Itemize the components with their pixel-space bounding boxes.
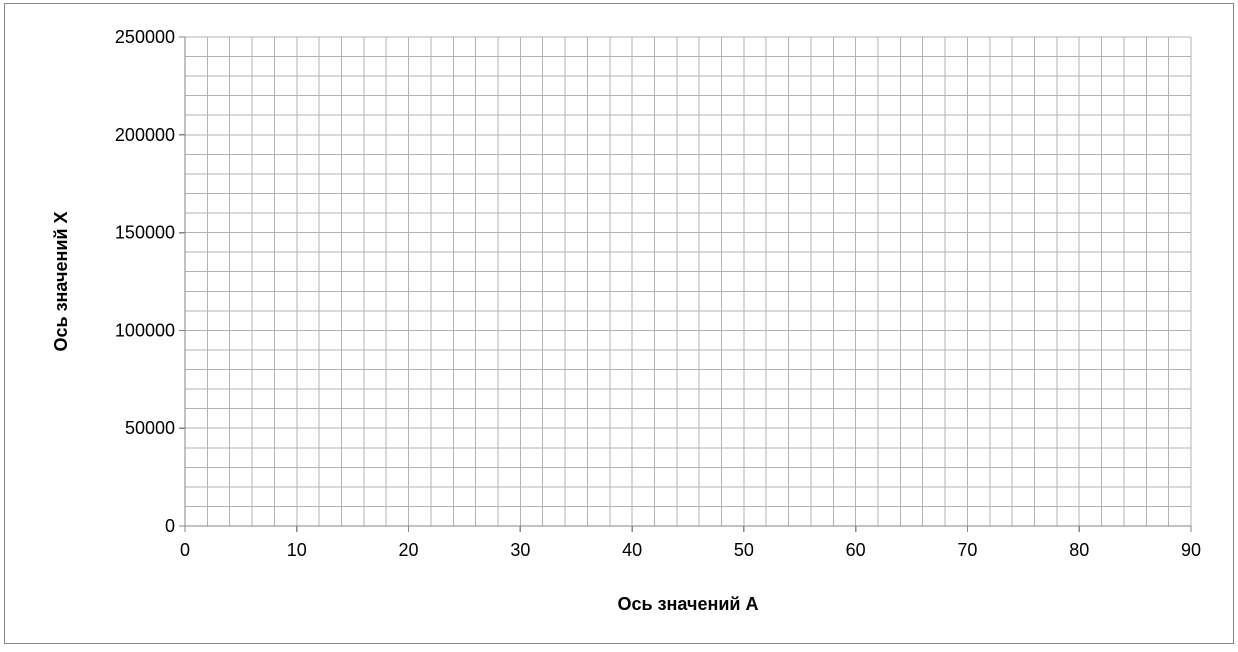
y-tick-label: 50000 — [125, 418, 175, 438]
x-tick-label: 0 — [180, 540, 190, 560]
x-tick-label: 10 — [287, 540, 307, 560]
axes — [179, 36, 1192, 532]
tick-labels: 0 50000 100000 150000 200000 250000 0 10 20 30 40 5… — [115, 27, 1201, 560]
chart-svg: 0 50000 100000 150000 200000 250000 0 10 20 30 40 5… — [51, 27, 1201, 614]
y-axis-title: Ось значений Х — [51, 212, 71, 352]
y-tick-label: 100000 — [115, 320, 175, 340]
x-axis-title: Ось значений А — [618, 594, 759, 614]
y-tick-label: 150000 — [115, 223, 175, 243]
y-tick-label: 0 — [165, 516, 175, 536]
grid — [185, 36, 1192, 526]
x-tick-label: 90 — [1181, 540, 1201, 560]
y-tick-label: 200000 — [115, 125, 175, 145]
x-tick-label: 80 — [1069, 540, 1089, 560]
x-tick-label: 60 — [846, 540, 866, 560]
x-tick-label: 40 — [622, 540, 642, 560]
y-tick-label: 250000 — [115, 27, 175, 47]
chart-area: 0 50000 100000 150000 200000 250000 0 10 20 30 40 5… — [4, 3, 1234, 644]
x-tick-label: 70 — [957, 540, 977, 560]
x-tick-label: 50 — [734, 540, 754, 560]
x-tick-label: 20 — [399, 540, 419, 560]
x-tick-label: 30 — [510, 540, 530, 560]
